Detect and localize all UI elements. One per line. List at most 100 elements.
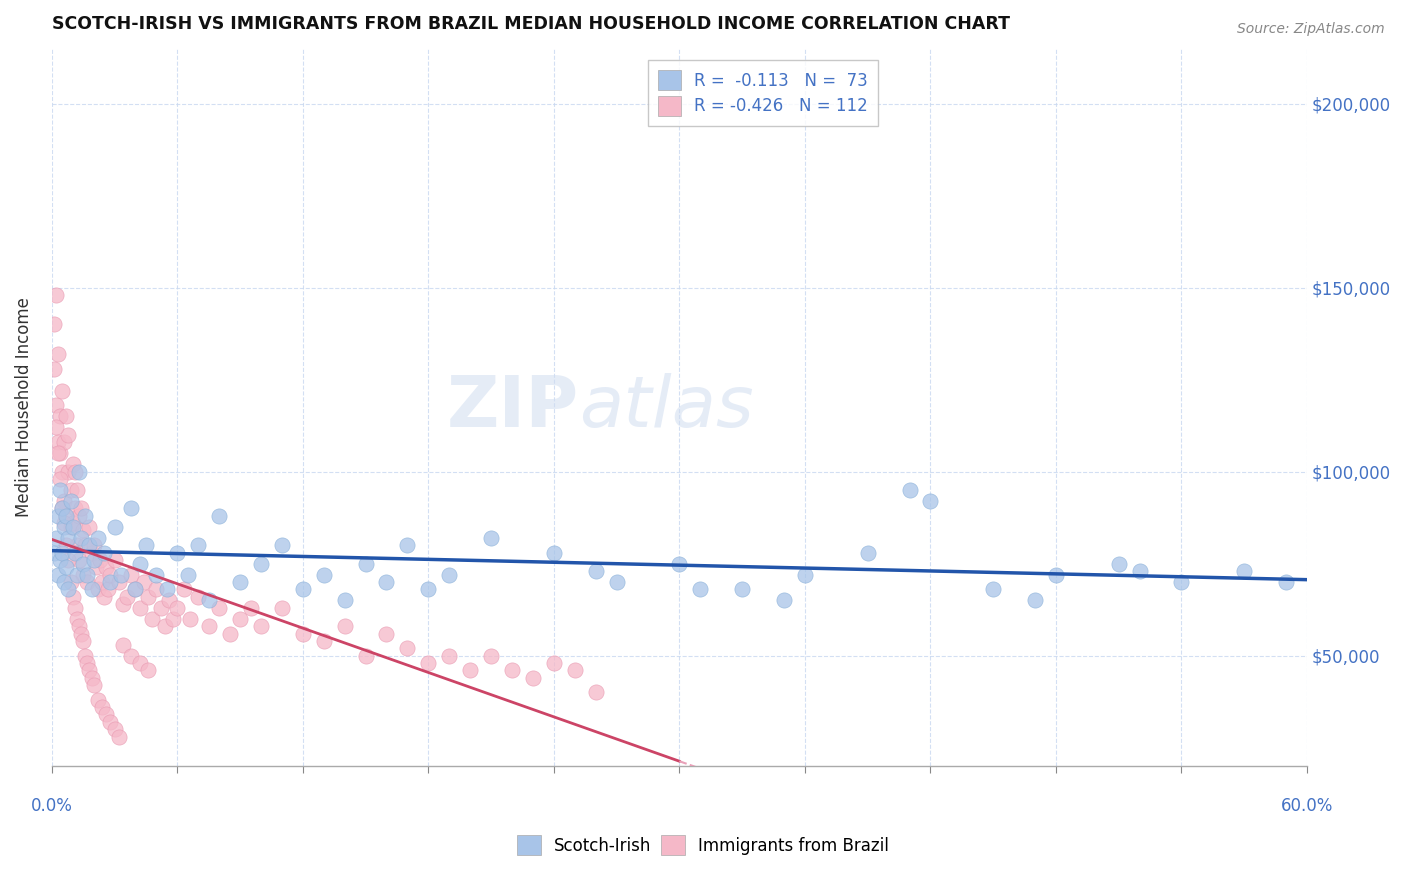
Text: 0.0%: 0.0% bbox=[31, 797, 73, 814]
Point bbox=[58, 465, 80, 479]
Point bbox=[543, 545, 565, 559]
Point bbox=[793, 567, 815, 582]
Point bbox=[156, 582, 179, 597]
Point bbox=[208, 600, 231, 615]
Point bbox=[166, 600, 188, 615]
Point bbox=[564, 663, 586, 677]
Point bbox=[75, 538, 97, 552]
Point bbox=[177, 567, 200, 582]
Point bbox=[58, 427, 80, 442]
Point bbox=[111, 638, 134, 652]
Point bbox=[1045, 567, 1067, 582]
Point bbox=[270, 538, 292, 552]
Point bbox=[62, 457, 84, 471]
Point bbox=[80, 545, 103, 559]
Point bbox=[312, 567, 335, 582]
Point bbox=[58, 582, 80, 597]
Point bbox=[67, 553, 90, 567]
Text: atlas: atlas bbox=[579, 373, 754, 442]
Point bbox=[98, 574, 121, 589]
Point bbox=[585, 564, 607, 578]
Point bbox=[153, 619, 176, 633]
Point bbox=[149, 600, 172, 615]
Point bbox=[80, 671, 103, 685]
Point bbox=[70, 626, 93, 640]
Point bbox=[179, 612, 201, 626]
Point bbox=[1275, 574, 1298, 589]
Point bbox=[229, 574, 252, 589]
Point bbox=[67, 619, 90, 633]
Point bbox=[83, 538, 105, 552]
Point bbox=[103, 520, 125, 534]
Point bbox=[45, 531, 67, 545]
Point bbox=[291, 582, 314, 597]
Point bbox=[83, 553, 105, 567]
Point bbox=[51, 384, 73, 398]
Point bbox=[55, 508, 77, 523]
Point bbox=[72, 524, 94, 538]
Point bbox=[53, 435, 76, 450]
Point bbox=[87, 692, 110, 706]
Point bbox=[120, 567, 142, 582]
Point bbox=[173, 582, 195, 597]
Point bbox=[42, 545, 65, 559]
Point bbox=[42, 318, 65, 332]
Point bbox=[120, 648, 142, 663]
Point bbox=[59, 520, 82, 534]
Point bbox=[124, 582, 146, 597]
Point bbox=[920, 494, 942, 508]
Point bbox=[132, 574, 155, 589]
Point bbox=[45, 398, 67, 412]
Point bbox=[166, 545, 188, 559]
Point bbox=[55, 409, 77, 424]
Point bbox=[67, 465, 90, 479]
Point bbox=[856, 545, 879, 559]
Y-axis label: Median Household Income: Median Household Income bbox=[15, 297, 32, 517]
Text: SCOTCH-IRISH VS IMMIGRANTS FROM BRAZIL MEDIAN HOUSEHOLD INCOME CORRELATION CHART: SCOTCH-IRISH VS IMMIGRANTS FROM BRAZIL M… bbox=[52, 15, 1010, 33]
Point bbox=[53, 494, 76, 508]
Point bbox=[136, 590, 159, 604]
Point bbox=[501, 663, 523, 677]
Point bbox=[62, 590, 84, 604]
Point bbox=[94, 560, 117, 574]
Point bbox=[145, 582, 167, 597]
Point bbox=[66, 567, 89, 582]
Point bbox=[396, 641, 419, 656]
Point bbox=[49, 409, 72, 424]
Point bbox=[187, 538, 209, 552]
Text: 60.0%: 60.0% bbox=[1281, 797, 1333, 814]
Point bbox=[439, 648, 461, 663]
Point bbox=[79, 520, 101, 534]
Point bbox=[124, 582, 146, 597]
Point bbox=[981, 582, 1004, 597]
Point bbox=[62, 520, 84, 534]
Point bbox=[75, 508, 97, 523]
Point bbox=[333, 593, 356, 607]
Point bbox=[59, 483, 82, 497]
Point bbox=[67, 508, 90, 523]
Legend: Scotch-Irish, Immigrants from Brazil: Scotch-Irish, Immigrants from Brazil bbox=[510, 829, 896, 862]
Point bbox=[731, 582, 754, 597]
Point bbox=[58, 553, 80, 567]
Point bbox=[45, 288, 67, 302]
Point bbox=[63, 501, 86, 516]
Point bbox=[75, 648, 97, 663]
Point bbox=[76, 574, 98, 589]
Point bbox=[72, 567, 94, 582]
Point bbox=[229, 612, 252, 626]
Point bbox=[333, 619, 356, 633]
Point bbox=[91, 574, 114, 589]
Point bbox=[98, 714, 121, 729]
Point bbox=[79, 663, 101, 677]
Point bbox=[63, 465, 86, 479]
Point bbox=[46, 446, 69, 460]
Point bbox=[439, 567, 461, 582]
Point bbox=[187, 590, 209, 604]
Point bbox=[62, 516, 84, 530]
Point bbox=[543, 656, 565, 670]
Point bbox=[70, 531, 93, 545]
Point bbox=[103, 722, 125, 736]
Text: ZIP: ZIP bbox=[447, 373, 579, 442]
Point bbox=[208, 508, 231, 523]
Point bbox=[49, 472, 72, 486]
